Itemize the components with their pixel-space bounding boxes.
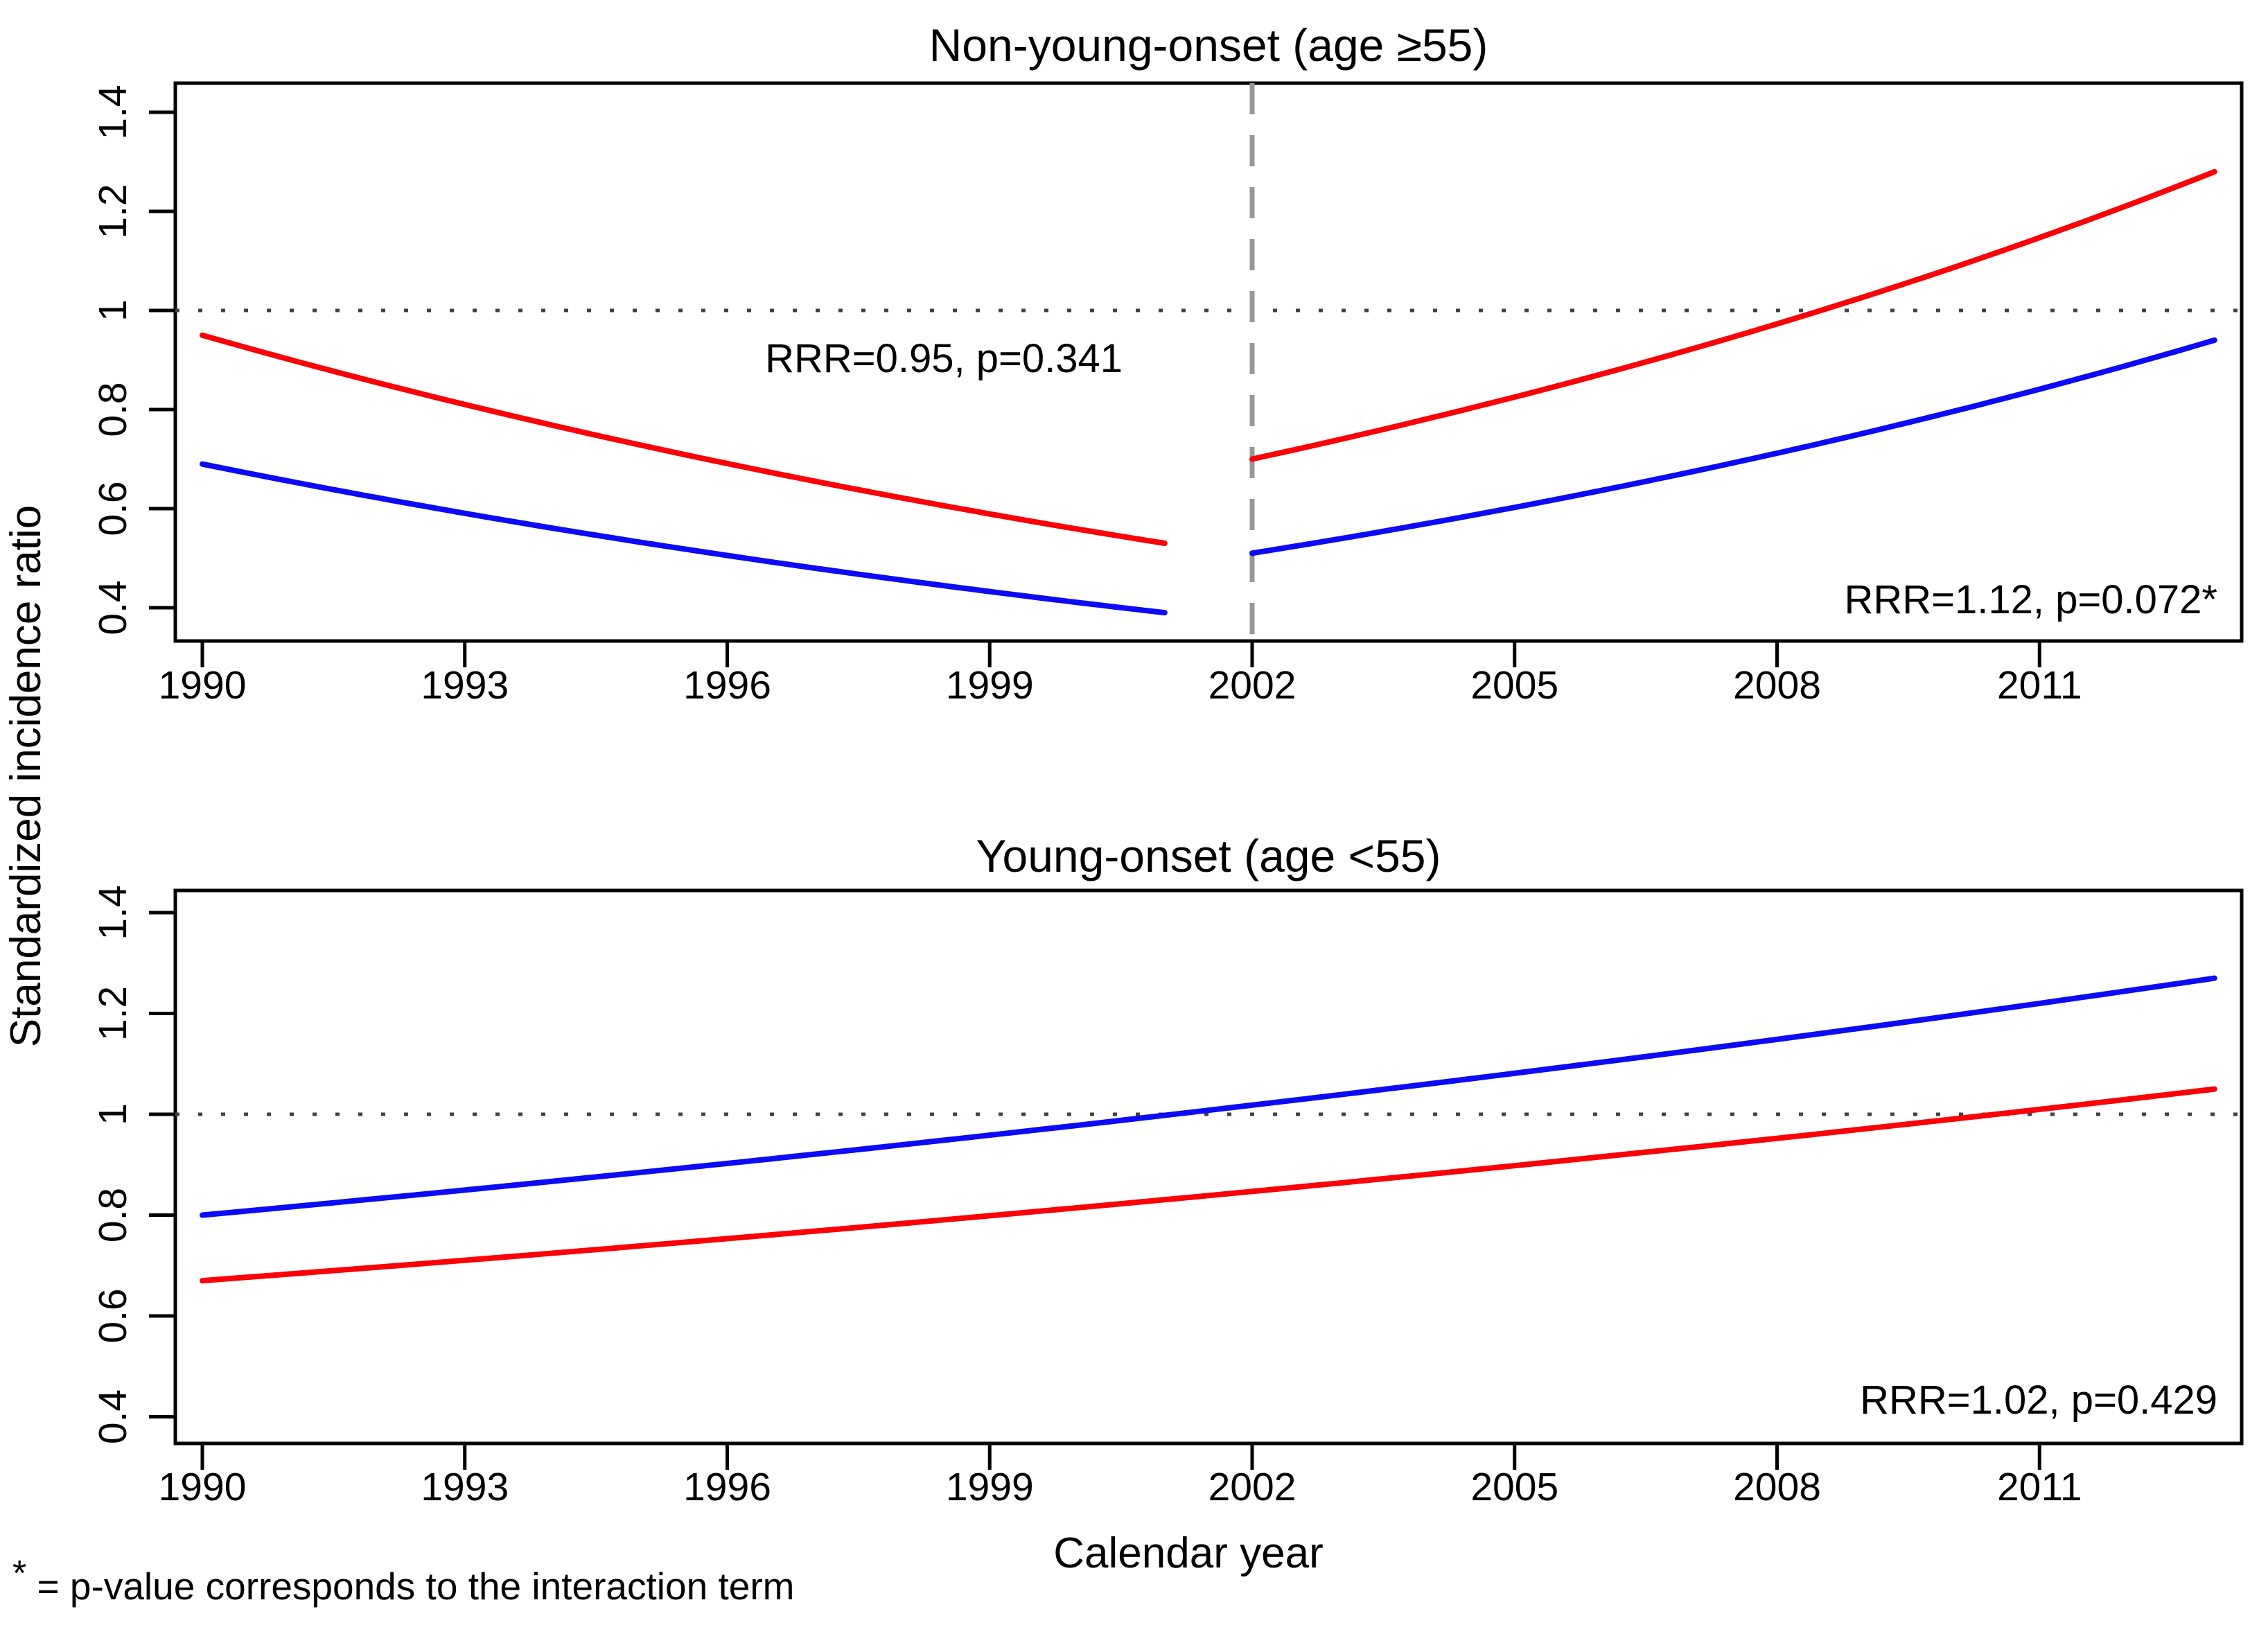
- y-tick-label: 0.8: [91, 1188, 135, 1242]
- x-tick-label: 2011: [1997, 663, 2082, 708]
- x-tick-label: 1993: [421, 663, 509, 708]
- x-tick-label: 1990: [159, 1465, 247, 1509]
- x-tick-label: 2005: [1470, 663, 1558, 708]
- x-tick-label: 1996: [683, 1465, 771, 1509]
- bottom-panel-title: Young-onset (age <55): [976, 830, 1441, 881]
- y-tick-label: 1.2: [91, 986, 135, 1041]
- y-tick-label: 0.6: [91, 1288, 135, 1343]
- y-tick-label: 1: [91, 299, 135, 322]
- rrr-annotation-post-2002: RRR=1.12, p=0.072*: [1845, 577, 2217, 622]
- footnote-asterisk: *: [12, 1554, 26, 1594]
- y-tick-label: 0.4: [91, 580, 135, 635]
- footnote-text: = p-value corresponds to the interaction…: [37, 1565, 795, 1608]
- y-tick-label: 1.4: [91, 85, 135, 139]
- x-tick-label: 2002: [1208, 663, 1296, 708]
- x-tick-label: 2011: [1997, 1465, 2082, 1509]
- bottom-panel: RRR=1.02, p=0.429 1.4 1.2 1 0.8 0.6 0.4 1990 19…: [91, 885, 2244, 1509]
- x-tick-label: 2008: [1733, 663, 1821, 708]
- x-tick-label: 1990: [159, 663, 247, 708]
- red-series-line: [200, 1086, 2217, 1284]
- blue-series-line: [200, 975, 2217, 1218]
- y-tick-label: 1.4: [91, 885, 135, 940]
- x-tick-label: 1996: [683, 663, 771, 708]
- y-tick-label: 1: [91, 1103, 135, 1125]
- plot-border: [173, 888, 2244, 1446]
- plot-border: [173, 81, 2244, 643]
- red-series-line: [200, 332, 1168, 546]
- x-tick-label: 1993: [421, 1465, 509, 1509]
- top-panel-title: Non-young-onset (age ≥55): [929, 19, 1488, 71]
- x-axis-label: Calendar year: [1053, 1529, 1323, 1577]
- red-series-line: [1249, 168, 2217, 462]
- top-panel: RRR=0.95, p=0.341 RRR=1.12, p=0.072* 1.4…: [91, 81, 2244, 708]
- blue-series-line: [200, 461, 1168, 616]
- x-tick-label: 2002: [1208, 1465, 1296, 1509]
- y-tick-label: 0.6: [91, 481, 135, 536]
- footnote: * = p-value corresponds to the interacti…: [12, 1551, 794, 1608]
- blue-series-line: [1249, 337, 2217, 556]
- rrr-annotation: RRR=1.02, p=0.429: [1860, 1378, 2217, 1423]
- x-tick-label: 1999: [946, 1465, 1034, 1509]
- y-tick-label: 1.2: [91, 184, 135, 238]
- y-tick-label: 0.8: [91, 382, 135, 437]
- x-tick-label: 1999: [946, 663, 1034, 708]
- y-axis-label: Standardized incidence ratio: [2, 505, 50, 1047]
- x-tick-label: 2008: [1733, 1465, 1821, 1509]
- x-tick-label: 2005: [1470, 1465, 1558, 1509]
- y-tick-label: 0.4: [91, 1389, 135, 1444]
- rrr-annotation-pre-2002: RRR=0.95, p=0.341: [765, 336, 1123, 381]
